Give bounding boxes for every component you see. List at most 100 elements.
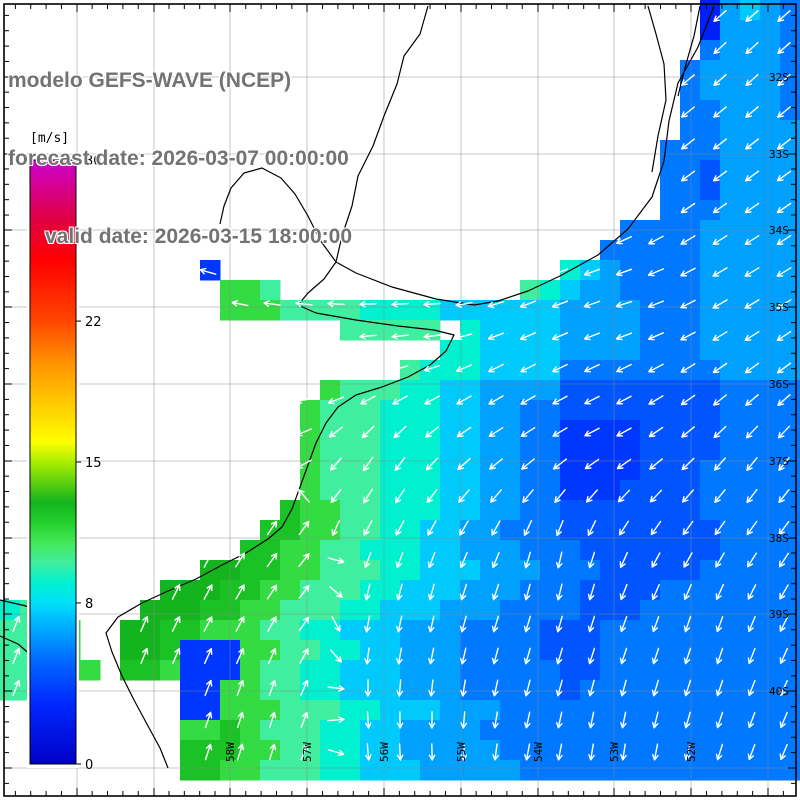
wind-arrow <box>331 616 341 632</box>
wind-arrow <box>552 458 568 470</box>
wind-arrow <box>363 520 373 536</box>
wind-arrow <box>620 711 627 729</box>
valid-date-label: valid date: 2026-03-15 18:00:00 <box>45 225 353 248</box>
wind-arrow <box>460 711 468 729</box>
wind-arrow <box>779 711 788 729</box>
wind-arrow <box>263 300 281 307</box>
wind-arrow <box>712 235 728 245</box>
wind-arrow <box>487 332 505 341</box>
wind-arrow <box>619 552 628 568</box>
wind-arrow <box>329 586 343 598</box>
wind-arrow <box>425 457 439 471</box>
wind-arrow <box>712 267 728 277</box>
wind-arrow <box>460 743 468 761</box>
map-frame <box>3 3 797 797</box>
wind-arrow <box>745 394 759 406</box>
wind-arrow <box>456 426 472 438</box>
wind-arrow <box>364 711 372 729</box>
wind-arrow <box>584 458 600 470</box>
wind-arrow <box>363 551 372 569</box>
wind-arrow <box>647 300 665 309</box>
lat-label: 32S <box>769 71 789 84</box>
wind-arrow <box>519 300 537 309</box>
wave-speed-cells <box>0 0 800 781</box>
wind-arrow <box>490 489 502 503</box>
wind-arrow <box>779 680 788 696</box>
wind-arrow <box>268 743 277 761</box>
wind-arrow <box>523 583 531 601</box>
wind-arrow <box>680 299 696 309</box>
wind-arrow <box>520 363 536 373</box>
lat-label: 40S <box>769 685 789 698</box>
wind-arrow <box>744 202 760 214</box>
wind-arrow <box>330 649 342 663</box>
wind-arrow <box>745 425 759 439</box>
wind-arrow <box>777 106 791 118</box>
wind-arrow <box>714 489 726 503</box>
wind-arrow <box>616 363 632 373</box>
forecast-date-label: forecast date: 2026-03-07 00:00:00 <box>8 147 349 170</box>
wind-arrow <box>521 458 535 470</box>
wind-arrow <box>460 647 467 665</box>
wind-arrow <box>266 552 278 568</box>
wind-arrow <box>396 711 404 729</box>
wind-arrow <box>680 331 696 341</box>
wind-arrow <box>364 679 372 697</box>
wind-arrow <box>298 616 310 632</box>
wind-arrow <box>520 395 536 405</box>
wind-arrow <box>777 74 791 86</box>
wind-arrow <box>327 685 345 692</box>
wind-arrow <box>492 743 499 761</box>
wind-arrow <box>428 615 435 633</box>
wind-arrow <box>300 680 309 696</box>
wind-arrow <box>235 552 245 568</box>
wind-arrow <box>492 679 499 697</box>
wind-arrow <box>746 520 758 536</box>
wind-arrow <box>236 711 245 729</box>
wind-arrow <box>459 615 467 633</box>
wind-arrow <box>747 552 757 568</box>
wind-arrow <box>684 743 691 761</box>
wind-arrow <box>681 74 695 86</box>
wind-arrow <box>681 138 695 150</box>
axis-labels: 32S 33S 34S 35S 36S 37S 38S 39S 40S 58W 57W 56W 55W 5… <box>224 71 789 762</box>
wind-arrow <box>395 520 405 536</box>
wind-arrow <box>648 363 664 373</box>
lon-label: 57W <box>301 742 314 762</box>
wind-arrow <box>425 426 439 438</box>
wind-arrow <box>556 551 563 569</box>
wind-arrow <box>524 743 531 761</box>
wind-arrow <box>713 138 727 150</box>
wind-arrow <box>455 301 473 308</box>
wind-arrow <box>12 615 21 633</box>
wind-arrow <box>552 427 568 437</box>
graticule <box>4 4 796 796</box>
wind-arrow <box>619 647 628 665</box>
wind-arrow <box>427 551 436 569</box>
wind-arrow <box>523 551 531 569</box>
wind-arrow <box>328 426 344 438</box>
wind-arrow <box>583 300 601 309</box>
wind-arrow <box>715 711 724 729</box>
wind-arrow <box>427 583 435 601</box>
wind-arrow <box>714 520 726 536</box>
wind-arrow <box>778 489 790 503</box>
wind-arrow <box>459 583 468 601</box>
wind-arrow <box>712 170 728 182</box>
wind-arrow <box>298 489 310 503</box>
coastline <box>0 5 715 769</box>
wind-arrow <box>361 425 375 439</box>
wind-arrow <box>583 332 601 341</box>
wind-arrow <box>744 331 760 341</box>
wind-arrow <box>556 583 563 601</box>
wind-arrow <box>423 364 441 373</box>
coastline-south-coast <box>105 261 455 769</box>
wind-arrow <box>396 647 403 665</box>
colorbar-tick-label: 8 <box>85 597 93 612</box>
wind-arrow <box>713 425 727 439</box>
wind-arrow <box>583 268 601 277</box>
colorbar-unit-label: [m/s] <box>30 131 70 146</box>
wind-arrow <box>746 488 758 504</box>
wind-arrow <box>587 615 596 633</box>
wind-arrow <box>715 584 724 600</box>
